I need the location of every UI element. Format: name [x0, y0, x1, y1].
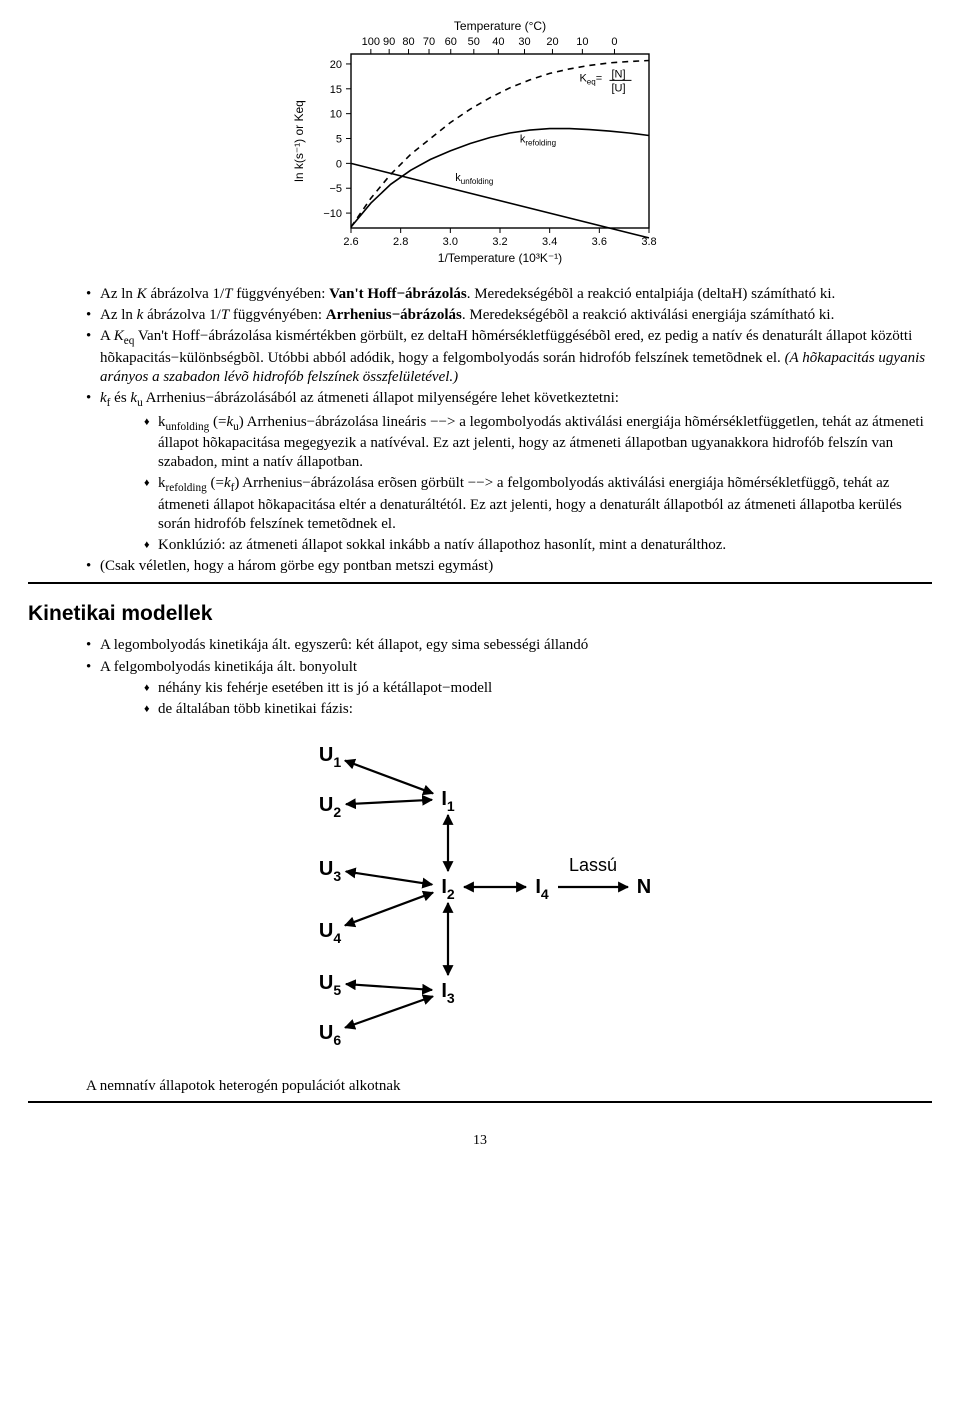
bullet-vanthoff: Az ln K ábrázolva 1/T függvényében: Van'…	[86, 285, 932, 304]
svg-text:15: 15	[330, 84, 342, 96]
svg-text:10: 10	[330, 109, 342, 121]
svg-text:40: 40	[492, 36, 504, 48]
svg-text:[N]: [N]	[611, 68, 625, 80]
svg-text:20: 20	[546, 36, 558, 48]
svg-text:2.8: 2.8	[393, 236, 408, 248]
kinetic-diagram: U1 U2 U3 U4 U5 U6 I1 I2 I3 I4 N Lassú	[28, 727, 932, 1072]
chart-svg: 2.62.83.03.23.43.63.8−10−505101520100908…	[285, 12, 675, 272]
svg-text:70: 70	[423, 36, 435, 48]
svg-text:ln k(s⁻¹) or Keq: ln k(s⁻¹) or Keq	[292, 100, 306, 182]
svg-text:3.2: 3.2	[492, 236, 507, 248]
svg-text:Keq=: Keq=	[579, 72, 602, 86]
sub-multiphase: de általában több kinetikai fázis:	[144, 700, 932, 719]
svg-text:krefolding: krefolding	[520, 133, 556, 147]
sub-kunfolding: kunfolding (=ku) Arrhenius−ábrázolása li…	[144, 413, 932, 473]
svg-text:N: N	[637, 876, 651, 898]
svg-text:3.0: 3.0	[443, 236, 458, 248]
svg-text:90: 90	[383, 36, 395, 48]
svg-text:Lassú: Lassú	[569, 855, 617, 875]
svg-text:U3: U3	[319, 858, 341, 884]
divider-2	[28, 1101, 932, 1103]
diagram-svg: U1 U2 U3 U4 U5 U6 I1 I2 I3 I4 N Lassú	[270, 727, 690, 1067]
svg-text:60: 60	[445, 36, 457, 48]
divider-1	[28, 582, 932, 584]
bullet-unfolding-kinetics: A legombolyodás kinetikája ált. egyszerû…	[86, 636, 932, 655]
section-heading: Kinetikai modellek	[28, 602, 932, 626]
bullet-arrhenius: Az ln k ábrázolva 1/T függvényében: Arrh…	[86, 306, 932, 325]
bullet-list-1: Az ln K ábrázolva 1/T függvényében: Van'…	[28, 285, 932, 576]
svg-text:U6: U6	[319, 1022, 341, 1048]
svg-text:80: 80	[402, 36, 414, 48]
svg-text:I1: I1	[441, 788, 455, 814]
svg-text:1/Temperature (10³K⁻¹): 1/Temperature (10³K⁻¹)	[438, 251, 562, 265]
svg-text:U2: U2	[319, 794, 341, 820]
bullet-coincidence: (Csak véletlen, hogy a három görbe egy p…	[86, 557, 932, 576]
svg-text:I4: I4	[535, 876, 549, 902]
svg-text:I3: I3	[441, 980, 455, 1006]
sublist-folding: néhány kis fehérje esetében itt is jó a …	[100, 679, 932, 719]
svg-text:5: 5	[336, 134, 342, 146]
svg-text:−5: −5	[329, 183, 342, 195]
page-number: 13	[28, 1133, 932, 1149]
svg-text:2.6: 2.6	[343, 236, 358, 248]
after-diagram-text: A nemnatív állapotok heterogén populáció…	[86, 1078, 932, 1095]
svg-text:U4: U4	[319, 920, 341, 946]
svg-text:Temperature (°C): Temperature (°C)	[454, 19, 546, 33]
svg-text:kunfolding: kunfolding	[455, 172, 493, 186]
bullet-kf-ku: kf és ku Arrhenius−ábrázolásából az átme…	[86, 389, 932, 555]
bullet-folding-kinetics: A felgombolyodás kinetikája ált. bonyolu…	[86, 658, 932, 720]
svg-text:50: 50	[468, 36, 480, 48]
svg-text:0: 0	[336, 158, 342, 170]
svg-text:I2: I2	[441, 876, 455, 902]
arrhenius-chart: 2.62.83.03.23.43.63.8−10−505101520100908…	[28, 12, 932, 277]
svg-text:3.4: 3.4	[542, 236, 557, 248]
svg-text:30: 30	[518, 36, 530, 48]
sub-twostate: néhány kis fehérje esetében itt is jó a …	[144, 679, 932, 698]
sub-conclusion: Konklúzió: az átmeneti állapot sokkal in…	[144, 536, 932, 555]
bullet-keq: A Keq Van't Hoff−ábrázolása kismértékben…	[86, 327, 932, 387]
svg-text:−10: −10	[323, 208, 342, 220]
svg-text:20: 20	[330, 59, 342, 71]
svg-text:0: 0	[611, 36, 617, 48]
svg-text:100: 100	[362, 36, 380, 48]
svg-text:[U]: [U]	[611, 82, 625, 94]
sublist-kf-ku: kunfolding (=ku) Arrhenius−ábrázolása li…	[100, 413, 932, 556]
svg-text:10: 10	[576, 36, 588, 48]
sub-krefolding: krefolding (=kf) Arrhenius−ábrázolása er…	[144, 474, 932, 534]
svg-text:U1: U1	[319, 744, 341, 770]
svg-text:U5: U5	[319, 972, 341, 998]
bullet-list-2: A legombolyodás kinetikája ált. egyszerû…	[28, 636, 932, 719]
svg-text:3.6: 3.6	[592, 236, 607, 248]
